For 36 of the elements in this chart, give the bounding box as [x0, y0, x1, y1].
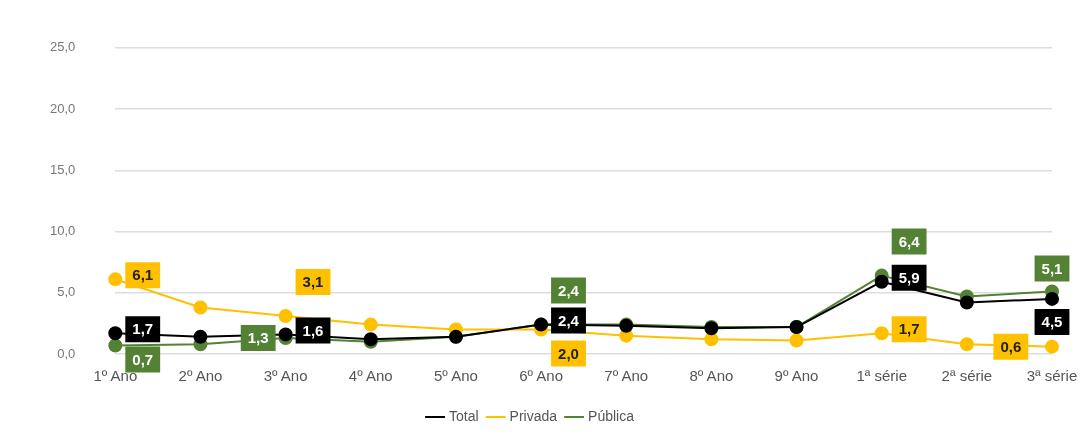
data-label: 1,3 [247, 329, 269, 347]
data-label: 5,9 [898, 268, 920, 286]
data-label: 6,4 [898, 232, 921, 250]
data-label: 2,4 [558, 311, 580, 329]
y-tick-label: 10,0 [49, 223, 76, 239]
data-label: 6,1 [132, 266, 154, 284]
data-label: 3,1 [302, 273, 324, 291]
x-tick-label: 7º Ano [604, 367, 649, 385]
legend-label: Total [449, 407, 479, 424]
y-tick-label: 5,0 [57, 284, 76, 300]
x-tick-label: 8º Ano [689, 367, 734, 385]
y-tick-label: 20,0 [49, 100, 76, 116]
x-tick-label: 3ª série [1026, 367, 1078, 385]
data-label: 4,5 [1041, 313, 1063, 331]
x-tick-label: 2º Ano [178, 367, 223, 385]
x-tick-label: 6º Ano [519, 367, 563, 385]
data-label: 1,7 [132, 320, 154, 338]
x-tick-label: 9º Ano [774, 367, 819, 385]
data-label: 5,1 [1041, 259, 1063, 277]
data-label: 1,6 [302, 321, 324, 339]
data-label: 2,4 [558, 281, 580, 299]
data-label: 1,7 [898, 320, 920, 338]
y-tick-label: 25,0 [49, 39, 76, 55]
x-tick-label: 4º Ano [348, 367, 393, 385]
x-tick-label: 5º Ano [433, 367, 478, 385]
x-tick-label: 1ª série [856, 367, 907, 385]
x-tick-label: 3º Ano [263, 367, 308, 385]
y-tick-label: 0,0 [57, 345, 76, 361]
x-tick-label: 2ª série [941, 367, 993, 385]
x-tick-label: 1º Ano [93, 367, 138, 385]
y-tick-label: 15,0 [49, 161, 76, 177]
data-label: 0,6 [1000, 337, 1022, 355]
data-label: 0,7 [132, 350, 154, 368]
legend-label: Privada [509, 407, 558, 424]
legend-label: Pública [588, 407, 635, 424]
data-label: 2,0 [558, 344, 579, 362]
